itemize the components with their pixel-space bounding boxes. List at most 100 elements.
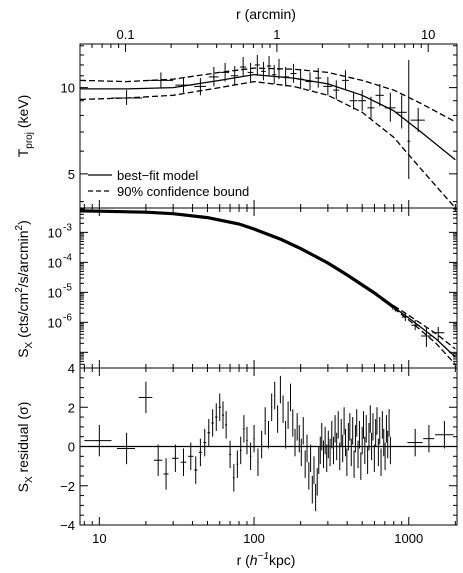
residual-data-point (207, 419, 211, 447)
residual-data-point (315, 483, 317, 512)
residual-data-point (274, 381, 276, 410)
residual-data-point (84, 424, 112, 457)
residual-data-point (306, 434, 308, 463)
residual-data-point (289, 383, 291, 412)
residual-data-point (188, 442, 194, 471)
top-x-axis-label: r (arcmin) (236, 6, 296, 22)
residual-data-point (277, 405, 279, 433)
residual-data-point (319, 436, 321, 465)
legend-label-best-fit: best−fit model (117, 168, 198, 183)
data-points (84, 54, 454, 512)
residual-data-point (194, 456, 198, 484)
temperature-data-point (149, 72, 174, 88)
surface-brightness-y-tick-exponent: -4 (63, 252, 72, 263)
residuals-y-tick-label: 2 (68, 400, 75, 415)
residual-data-point (257, 448, 259, 476)
residual-data-point (116, 432, 135, 465)
temperature-data-point (323, 76, 333, 96)
temperature-data-point (358, 90, 367, 111)
residual-data-point (308, 462, 310, 490)
residual-data-point (282, 395, 284, 423)
residual-data-point (304, 450, 306, 478)
surface-brightness-data-point (401, 313, 409, 322)
residual-data-point (153, 444, 163, 476)
residual-data-point (300, 438, 302, 467)
temperature-y-tick-label: 5 (68, 167, 75, 182)
surface-brightness-data-band (80, 209, 395, 309)
surface-brightness-y-tick-exponent: -3 (63, 222, 72, 233)
temperature-data-point (261, 61, 266, 81)
temperature-data-point (111, 90, 143, 105)
temperature-data-point (410, 107, 425, 132)
residual-data-point (264, 407, 266, 435)
residuals-y-tick-label: −2 (60, 479, 75, 494)
top-x-tick-label: 10 (421, 27, 435, 42)
x-tick-label: 1000 (394, 531, 423, 546)
residual-data-point (138, 381, 153, 414)
residual-data-point (310, 444, 312, 473)
residual-data-point (279, 375, 281, 404)
residual-data-point (246, 426, 248, 455)
temperature-data-point (384, 92, 396, 122)
temperature-y-tick-label: 10 (61, 81, 75, 96)
residual-data-point (211, 409, 214, 437)
temperature-data-point (282, 67, 289, 87)
surface-brightness-data-point (432, 326, 445, 341)
temperature-data-point (175, 76, 193, 93)
temperature-data-point (208, 67, 219, 87)
residual-data-point (261, 430, 263, 459)
temperature-confidence-curve (80, 80, 456, 208)
residuals-y-tick-label: 4 (68, 361, 75, 376)
temperature-data-point (220, 62, 230, 82)
temperature-data-point (277, 58, 281, 80)
x-tick-label: 100 (243, 531, 265, 546)
residual-data-point (298, 424, 300, 453)
residual-data-point (180, 448, 187, 476)
surface-brightness-y-tick-label: 10 (48, 285, 62, 300)
residual-data-point (423, 424, 435, 453)
surface-brightness-data-point (411, 319, 420, 331)
residuals-y-tick-label: 0 (68, 440, 75, 455)
temperature-data-point (231, 65, 239, 86)
residual-data-point (313, 456, 315, 484)
temperature-model-curve (80, 73, 456, 161)
temperature-data-point (396, 95, 407, 129)
temperature-data-point (272, 64, 277, 84)
residual-data-point (218, 393, 221, 421)
temperature-data-point (375, 83, 384, 107)
panel-surface-brightness-frame (79, 207, 458, 369)
residual-data-point (172, 444, 179, 473)
residual-data-point (236, 450, 239, 478)
residual-data-point (163, 458, 169, 490)
residual-data-point (225, 411, 228, 439)
residual-data-point (316, 468, 318, 496)
residuals-y-tick-label: −4 (60, 518, 75, 533)
residual-data-point (232, 464, 235, 492)
residual-data-point (253, 424, 255, 453)
residual-data-point (221, 401, 225, 429)
residual-data-point (296, 413, 298, 441)
residual-data-point (407, 428, 423, 457)
residual-data-point (215, 403, 218, 431)
surface-brightness-y-tick-label: 10 (48, 255, 62, 270)
temperature-data-point (254, 54, 260, 76)
residual-data-point (287, 401, 289, 429)
temperature-data-point (290, 63, 297, 83)
temperature-data-point (341, 70, 349, 91)
x-tick-label: 10 (92, 531, 106, 546)
surface-brightness-data-point (392, 306, 399, 312)
residual-data-point (249, 442, 252, 471)
temperature-data-point (367, 96, 375, 119)
residual-data-point (318, 446, 320, 474)
legend: best−fit model 90% confidence bound (88, 168, 249, 199)
temperature-data-point (239, 56, 247, 77)
residual-data-point (243, 415, 245, 443)
temperature-y-axis-label: Tproj (keV) (15, 95, 35, 158)
temperature-data-point (407, 59, 411, 179)
surface-brightness-y-tick-exponent: -6 (63, 312, 72, 323)
temperature-data-point (315, 68, 322, 88)
temperature-data-point (297, 69, 304, 89)
residual-data-point (311, 475, 313, 504)
residual-data-point (229, 440, 232, 469)
